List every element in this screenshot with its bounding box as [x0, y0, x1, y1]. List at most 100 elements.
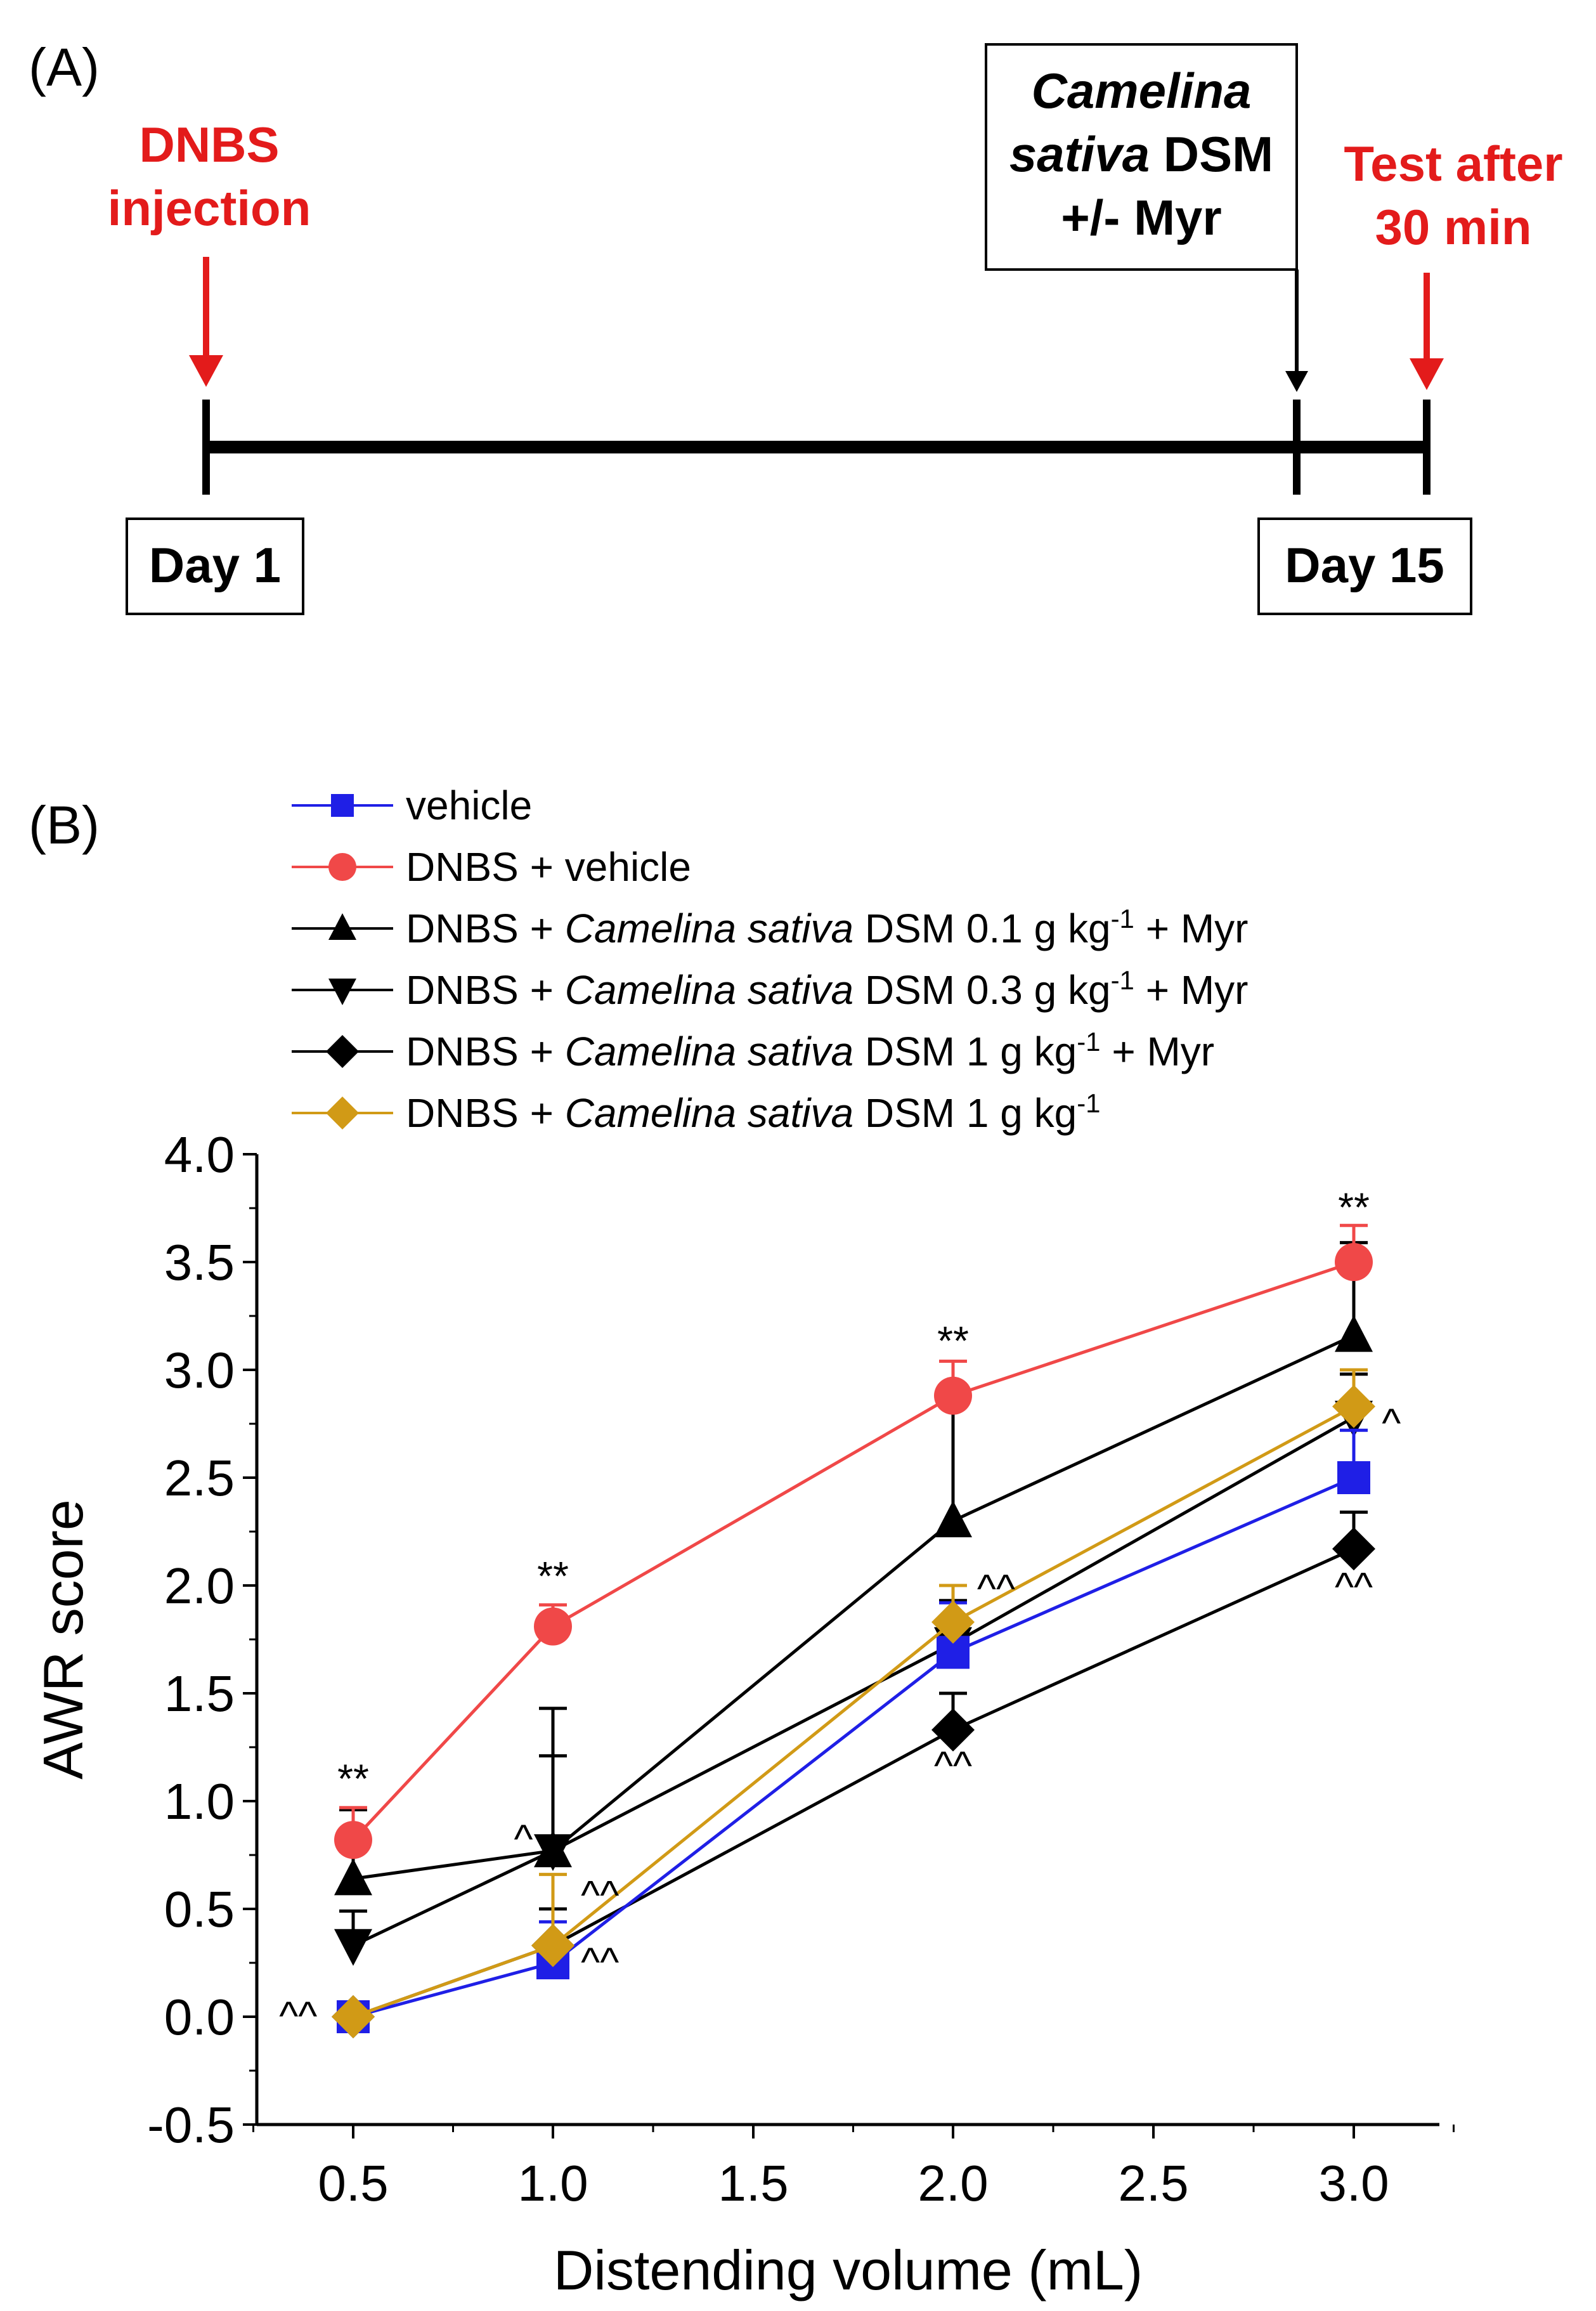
- panel-a-label: (A): [29, 37, 100, 97]
- y-axis-title: AWR score: [32, 1499, 94, 1780]
- data-point: [1337, 1461, 1370, 1494]
- x-tick-label: 1.5: [718, 2155, 788, 2211]
- significance-annotation: ^^: [581, 1872, 619, 1918]
- series-line: [353, 1334, 1355, 1880]
- legend-label: vehicle: [406, 783, 532, 828]
- series-1: [334, 1223, 1373, 1859]
- y-tick-label: 3.0: [164, 1342, 235, 1398]
- x-axis-title: Distending volume (mL): [554, 2239, 1143, 2301]
- panel-b: (B) vehicle DNBS + vehicle DNBS + Camelina…: [29, 783, 1455, 2301]
- test-label-line2: 30 min: [1375, 199, 1531, 255]
- legend-entry: DNBS + Camelina sativa DSM 0.3 g kg-1 + …: [292, 965, 1248, 1013]
- legend-entry: vehicle: [292, 783, 532, 828]
- treatment-box: Camelina sativa DSM +/- Myr: [985, 43, 1298, 271]
- series-3: [334, 1372, 1373, 1966]
- legend-label: DNBS + vehicle: [406, 844, 691, 890]
- panel-a: (A) DNBS injection Camelina sativa DSM +…: [29, 37, 1563, 615]
- significance-annotation: **: [937, 1318, 969, 1364]
- series-line: [353, 1547, 1355, 2019]
- data-point: [931, 1600, 975, 1644]
- data-point: [334, 1858, 372, 1896]
- y-tick-label: 0.0: [164, 1989, 235, 2045]
- day-end-box: Day 15: [1257, 518, 1472, 615]
- y-tick-label: 4.0: [164, 1126, 235, 1183]
- y-tick-label: 2.5: [164, 1450, 235, 1506]
- series-line: [353, 1476, 1354, 2019]
- series-4: [332, 1510, 1375, 2038]
- x-tick-label: 0.5: [318, 2155, 388, 2211]
- significance-annotation: ^^: [934, 1743, 972, 1788]
- legend: vehicle DNBS + vehicle DNBS + Camelina sat…: [292, 783, 1248, 1136]
- significance-annotation: ^: [1382, 1400, 1401, 1445]
- dnbs-arrow-icon: [189, 257, 223, 387]
- legend-marker: [326, 1097, 359, 1129]
- significance-annotation: ^^: [977, 1566, 1015, 1611]
- treatment-line3: +/- Myr: [1061, 190, 1222, 245]
- series-line: [352, 1260, 1354, 1841]
- significance-annotation: **: [537, 1553, 569, 1599]
- y-tick-label: -0.5: [147, 2097, 235, 2153]
- series-0: [337, 1428, 1370, 2033]
- data-point: [934, 1376, 972, 1415]
- data-point: [1335, 1315, 1373, 1352]
- y-tick-label: 2.0: [164, 1558, 235, 1614]
- data-point: [1332, 1527, 1375, 1571]
- treatment-line2: sativa DSM: [1009, 126, 1273, 182]
- significance-annotation: **: [1338, 1184, 1370, 1230]
- y-tick-label: 1.5: [164, 1665, 235, 1722]
- significance-annotation: ^^: [581, 1939, 619, 1984]
- data-point: [931, 1708, 975, 1752]
- x-tick-label: 3.0: [1318, 2155, 1389, 2211]
- legend-marker: [328, 853, 356, 881]
- legend-marker: [331, 794, 354, 817]
- significance-annotation: ^: [514, 1816, 533, 1862]
- day-start-label: Day 1: [149, 537, 281, 593]
- legend-entry: DNBS + Camelina sativa DSM 1 g kg-1: [292, 1088, 1101, 1136]
- data-point: [531, 1924, 574, 1967]
- legend-marker: [326, 1035, 359, 1068]
- chart: -0.5 0.0 0.5 1.0 1.5 2.0 2.5 3.0 3.5 4.0 0.5 1.0 1.5…: [32, 1126, 1455, 2301]
- legend-label: DNBS + Camelina sativa DSM 0.1 g kg-1 + …: [406, 904, 1248, 952]
- dnbs-label-line1: DNBS: [139, 117, 279, 173]
- data-point: [534, 1830, 572, 1868]
- significance-annotation: ^^: [279, 1993, 317, 2038]
- data-point: [334, 1821, 372, 1859]
- series-line: [353, 1405, 1355, 2019]
- data-point: [332, 1995, 375, 2038]
- x-tick-label: 1.0: [517, 2155, 588, 2211]
- treatment-line1: Camelina: [1032, 63, 1252, 119]
- y-tick-label: 0.5: [164, 1881, 235, 1937]
- series-2: [334, 1240, 1373, 1896]
- data-point: [334, 1929, 372, 1966]
- series-5: [332, 1368, 1375, 2038]
- dnbs-label-line2: injection: [108, 180, 311, 236]
- legend-marker: [328, 979, 356, 1005]
- timeline-bar: [202, 400, 1431, 495]
- treatment-arrow-icon: [1285, 270, 1308, 392]
- series-line: [352, 1416, 1355, 1948]
- data-point: [1335, 1243, 1373, 1281]
- data-point: [1332, 1384, 1375, 1428]
- test-label-line1: Test after: [1344, 136, 1562, 192]
- legend-entry: DNBS + vehicle: [292, 844, 691, 890]
- legend-label: DNBS + Camelina sativa DSM 1 g kg-1 + My…: [406, 1027, 1214, 1075]
- y-tick-label: 1.0: [164, 1773, 235, 1830]
- significance-annotation: ^^: [1335, 1564, 1373, 1610]
- data-point: [934, 1501, 972, 1537]
- legend-entry: DNBS + Camelina sativa DSM 0.1 g kg-1 + …: [292, 904, 1248, 952]
- x-tick-label: 2.5: [1118, 2155, 1188, 2211]
- legend-marker: [328, 913, 356, 940]
- y-tick-label: 3.5: [164, 1234, 235, 1291]
- significance-annotation: **: [337, 1755, 369, 1801]
- data-point: [534, 1607, 572, 1646]
- x-tick-label: 2.0: [918, 2155, 988, 2211]
- legend-entry: DNBS + Camelina sativa DSM 1 g kg-1 + My…: [292, 1027, 1214, 1075]
- day-start-box: Day 1: [126, 518, 304, 615]
- legend-label: DNBS + Camelina sativa DSM 1 g kg-1: [406, 1088, 1101, 1136]
- day-end-label: Day 15: [1285, 537, 1444, 593]
- panel-b-label: (B): [29, 795, 100, 855]
- test-arrow-icon: [1410, 273, 1444, 390]
- legend-label: DNBS + Camelina sativa DSM 0.3 g kg-1 + …: [406, 965, 1248, 1013]
